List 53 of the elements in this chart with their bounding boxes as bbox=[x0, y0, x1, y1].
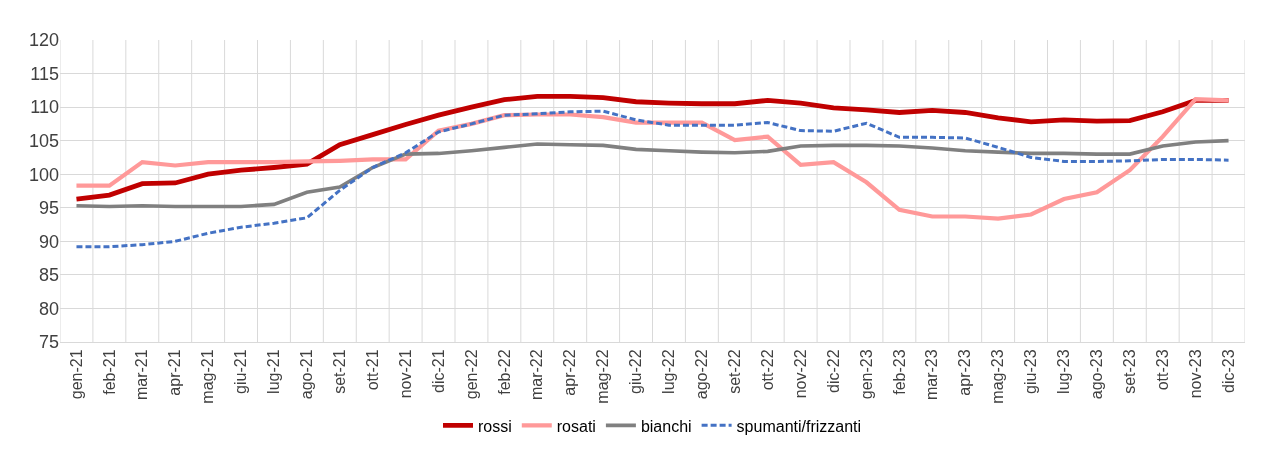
x-tick-label: lug-21 bbox=[265, 349, 283, 394]
y-tick-label: 115 bbox=[30, 63, 59, 84]
x-tick-label: feb-23 bbox=[890, 349, 908, 395]
x-tick-label: mar-23 bbox=[923, 349, 941, 401]
x-tick-label: ago-21 bbox=[298, 349, 316, 400]
y-tick-label: 85 bbox=[38, 265, 59, 286]
x-tick-label: giu-22 bbox=[627, 349, 645, 394]
x-tick-label: dic-23 bbox=[1219, 349, 1237, 393]
x-tick-label: ago-23 bbox=[1088, 349, 1106, 400]
y-tick-label: 95 bbox=[38, 198, 59, 219]
x-tick-label: lug-22 bbox=[660, 349, 678, 394]
x-tick-label: feb-22 bbox=[495, 349, 513, 395]
x-tick-label: apr-23 bbox=[956, 349, 974, 396]
x-tick-label: gen-22 bbox=[462, 349, 480, 400]
x-tick-label: mar-22 bbox=[528, 349, 546, 401]
x-tick-label: dic-21 bbox=[429, 349, 447, 393]
x-tick-label: mar-21 bbox=[133, 349, 151, 401]
x-tick-label: mag-21 bbox=[199, 349, 217, 404]
y-tick-label: 100 bbox=[28, 164, 59, 185]
line-series bbox=[74, 138, 1231, 209]
x-tick-label: gen-23 bbox=[857, 349, 875, 400]
x-tick-label: set-21 bbox=[330, 349, 348, 394]
x-tick-label: set-23 bbox=[1120, 349, 1138, 394]
x-tick-label: ago-22 bbox=[693, 349, 711, 400]
x-tick-label: giu-23 bbox=[1022, 349, 1040, 394]
y-tick-label: 120 bbox=[28, 30, 59, 51]
x-tick-label: ott-21 bbox=[363, 349, 381, 391]
x-tick-label: lug-23 bbox=[1055, 349, 1073, 394]
y-tick-label: 105 bbox=[28, 130, 59, 151]
x-tick-label: set-22 bbox=[725, 349, 743, 394]
y-tick-label: 75 bbox=[38, 332, 59, 353]
x-tick-label: ott-23 bbox=[1153, 349, 1171, 391]
x-tick-label: nov-22 bbox=[791, 349, 809, 399]
x-tick-label: nov-21 bbox=[396, 349, 414, 399]
y-tick-label: 80 bbox=[38, 298, 59, 319]
legend-label: spumanti/frizzanti bbox=[736, 417, 862, 435]
x-tick-label: ott-22 bbox=[758, 349, 776, 391]
x-tick-label: apr-22 bbox=[561, 349, 579, 396]
y-tick-label: 110 bbox=[30, 97, 59, 118]
line-series bbox=[74, 93, 1231, 202]
y-tick-label: 90 bbox=[38, 231, 59, 252]
legend-label: bianchi bbox=[640, 417, 692, 435]
x-tick-label: dic-22 bbox=[824, 349, 842, 393]
legend-label: rossi bbox=[478, 417, 512, 435]
x-tick-label: gen-21 bbox=[67, 349, 85, 400]
line-series bbox=[74, 109, 1231, 249]
x-tick-label: nov-23 bbox=[1186, 349, 1204, 399]
x-tick-label: mag-22 bbox=[594, 349, 612, 404]
x-tick-label: apr-21 bbox=[166, 349, 184, 396]
x-tick-label: mag-23 bbox=[989, 349, 1007, 404]
x-tick-label: giu-21 bbox=[232, 349, 250, 394]
x-tick-label: feb-21 bbox=[100, 349, 118, 395]
legend-label: rosati bbox=[556, 417, 596, 435]
